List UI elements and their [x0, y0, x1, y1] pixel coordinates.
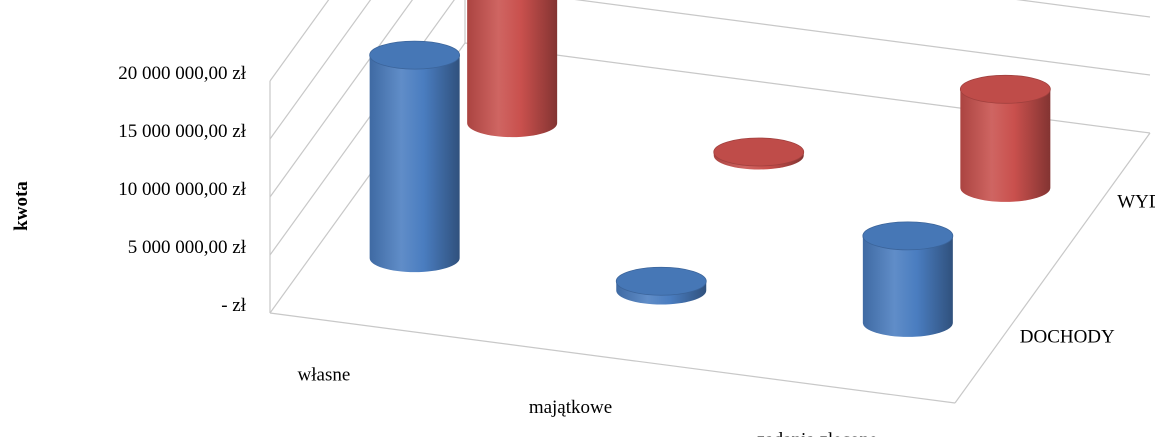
bars: [369, 0, 1051, 337]
bar-dochody-1: [615, 266, 707, 305]
y-tick-label-3: 15 000 000,00 zł: [118, 121, 246, 142]
cylinder-body: [960, 89, 1051, 202]
gridline-back-2: [1016, 0, 1151, 18]
gridline-back-1: [574, 0, 1151, 76]
cylinder-body: [862, 235, 953, 337]
cylinder-top: [959, 74, 1051, 104]
floor-front-edge: [269, 312, 956, 404]
cylinder-body: [467, 0, 558, 138]
series-label-0: DOCHODY: [1020, 327, 1115, 348]
bar-dochody-0: [369, 40, 461, 273]
y-tick-label-0: - zł: [221, 295, 247, 316]
category-label-1: majątkowe: [529, 397, 612, 418]
category-label-0: własne: [298, 365, 351, 386]
y-tick-label-1: 5 000 000,00 zł: [128, 237, 247, 258]
cylinder-top: [713, 137, 805, 167]
cylinder-top: [369, 40, 461, 70]
gridline-side-2: [269, 0, 414, 198]
cylinder-top: [862, 221, 954, 251]
bar-wydatki-2: [959, 74, 1051, 202]
gridline-side-3: [269, 0, 372, 140]
bar-wydatki-1: [713, 137, 805, 170]
floor-right-edge: [954, 132, 1151, 404]
category-label-2: zadania zlecone: [757, 429, 878, 437]
chart-labels: - zł 5 000 000,00 zł 10 000 000,00 zł 15 00…: [118, 63, 1155, 442]
y-tick-label-4: 20 000 000,00 zł: [118, 63, 246, 84]
gridline-side-1: [269, 0, 455, 256]
bar-wydatki-0: [467, 0, 558, 138]
y-axis-label: kwota: [11, 181, 32, 231]
series-label-1: WYDATKI: [1117, 192, 1155, 213]
bar-dochody-2: [862, 221, 954, 337]
y-tick-label-2: 10 000 000,00 zł: [118, 179, 246, 200]
cylinder-body: [369, 55, 460, 273]
gridline-side-4: [269, 0, 330, 82]
cylinder-top: [615, 266, 707, 296]
